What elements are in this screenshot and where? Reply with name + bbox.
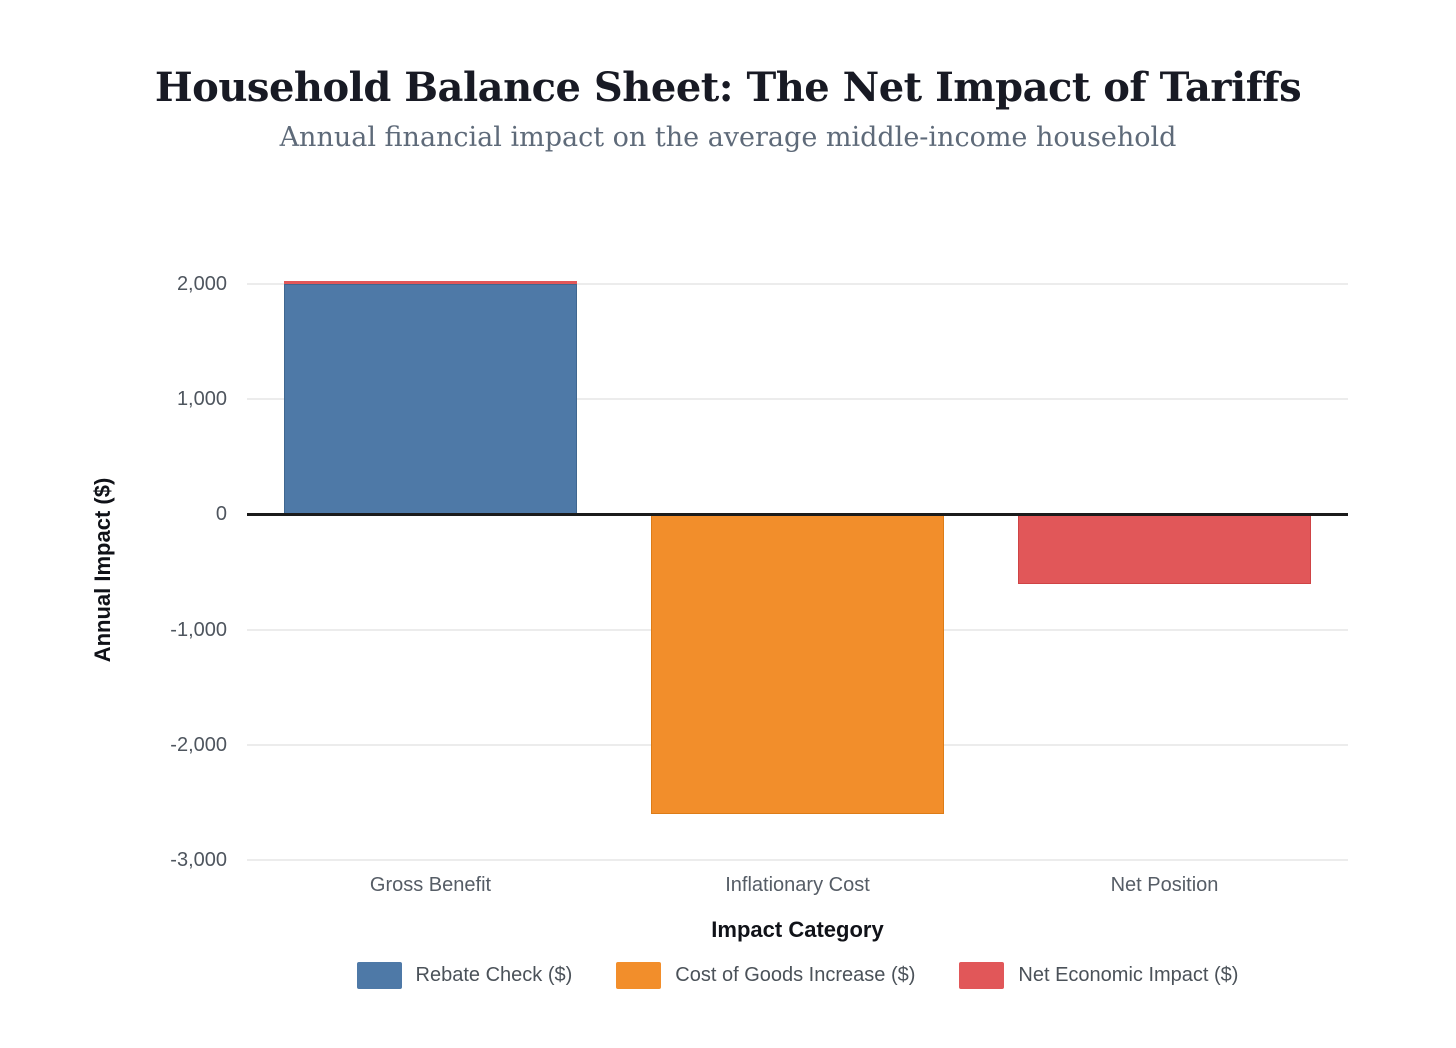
bar-top-stripe bbox=[283, 281, 578, 284]
zero-axis-line bbox=[247, 512, 1348, 516]
legend-swatch-rebate-check bbox=[356, 962, 402, 989]
legend-label: Cost of Goods Increase ($) bbox=[675, 964, 916, 986]
legend-label: Net Economic Impact ($) bbox=[1018, 964, 1239, 986]
gridline bbox=[247, 859, 1348, 861]
chart-legend: Rebate Check ($) Cost of Goods Increase (… bbox=[247, 962, 1348, 989]
x-axis-title: Impact Category bbox=[711, 917, 884, 942]
bar-net-position[interactable] bbox=[1017, 514, 1312, 584]
legend-label: Rebate Check ($) bbox=[415, 964, 573, 986]
y-tick-label-1-000: -1,000 bbox=[170, 618, 227, 641]
y-tick-label-2-000: 2,000 bbox=[176, 273, 227, 295]
legend-swatch-cost-of-goods-increase bbox=[616, 962, 662, 989]
y-tick-label-3-000: -3,000 bbox=[170, 849, 227, 871]
x-tick-label-net-position: Net Position bbox=[1110, 874, 1219, 896]
legend-item-rebate-check[interactable]: Rebate Check ($) bbox=[356, 962, 573, 989]
gridline bbox=[247, 398, 1348, 401]
bar-inflationary-cost[interactable] bbox=[650, 514, 945, 814]
legend-swatch-net-economic-impact bbox=[959, 962, 1005, 989]
x-tick-label-gross-benefit: Gross Benefit bbox=[369, 874, 492, 896]
chart-subtitle: Annual financial impact on the average m… bbox=[279, 122, 1177, 153]
legend-item-cost-of-goods-increase[interactable]: Cost of Goods Increase ($) bbox=[616, 962, 915, 989]
x-tick-label-inflationary-cost: Inflationary Cost bbox=[725, 874, 870, 896]
y-tick-label-1-000: 1,000 bbox=[176, 388, 227, 411]
gridline bbox=[247, 283, 1348, 285]
legend-item-net-economic-impact[interactable]: Net Economic Impact ($) bbox=[959, 962, 1238, 989]
y-tick-label-0: 0 bbox=[215, 503, 227, 526]
bar-gross-benefit[interactable] bbox=[283, 284, 578, 515]
chart-title: Household Balance Sheet: The Net Impact … bbox=[154, 64, 1302, 111]
y-tick-label-2-000: -2,000 bbox=[170, 733, 227, 756]
